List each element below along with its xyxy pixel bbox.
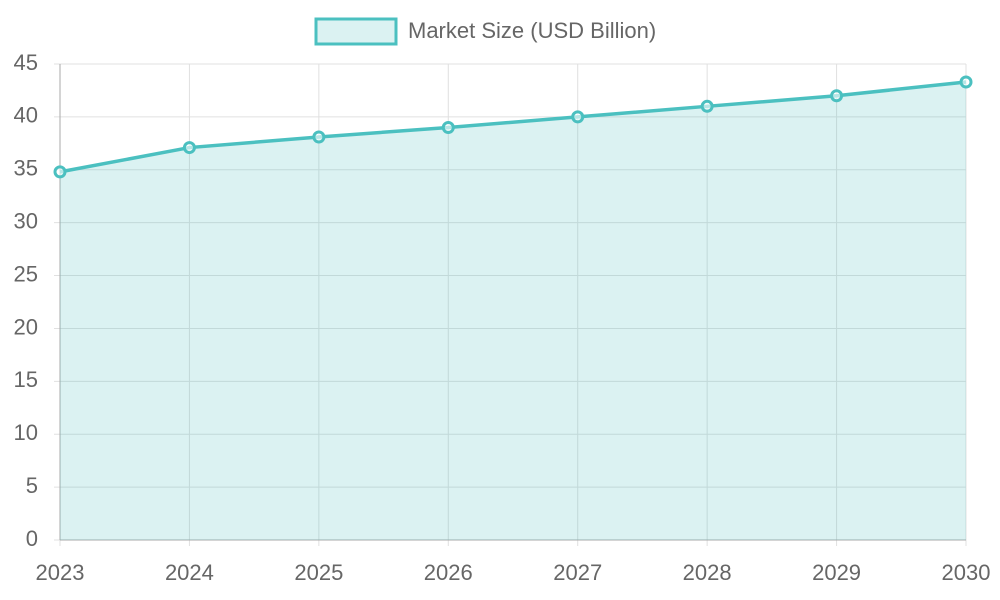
legend: Market Size (USD Billion) bbox=[314, 17, 656, 46]
y-tick-label: 35 bbox=[14, 156, 38, 181]
y-tick-label: 30 bbox=[14, 208, 38, 233]
y-tick-label: 25 bbox=[14, 261, 38, 286]
point bbox=[53, 165, 67, 179]
x-tick-label: 2025 bbox=[294, 560, 343, 585]
x-tick-label: 2027 bbox=[553, 560, 602, 585]
area bbox=[60, 81, 966, 540]
legend-swatch bbox=[314, 17, 398, 46]
x-tick-label: 2030 bbox=[942, 560, 991, 585]
y-tick-label: 20 bbox=[14, 314, 38, 339]
x-tick-label: 2028 bbox=[683, 560, 732, 585]
legend-label: Market Size (USD Billion) bbox=[408, 18, 656, 43]
point bbox=[441, 120, 455, 134]
point bbox=[571, 110, 585, 124]
point bbox=[959, 75, 973, 89]
point bbox=[830, 89, 844, 103]
y-tick-label: 40 bbox=[14, 103, 38, 128]
y-tick-label: 45 bbox=[14, 50, 38, 75]
point bbox=[700, 99, 714, 113]
point bbox=[182, 141, 196, 155]
point bbox=[312, 130, 326, 144]
x-tick-label: 2023 bbox=[36, 560, 85, 585]
x-tick-label: 2026 bbox=[424, 560, 473, 585]
y-tick-label: 10 bbox=[14, 420, 38, 445]
y-tick-label: 15 bbox=[14, 367, 38, 392]
y-tick-label: 5 bbox=[26, 473, 38, 498]
line bbox=[59, 80, 967, 174]
y-tick-label: 0 bbox=[26, 526, 38, 551]
x-tick-label: 2029 bbox=[812, 560, 861, 585]
x-tick-label: 2024 bbox=[165, 560, 214, 585]
